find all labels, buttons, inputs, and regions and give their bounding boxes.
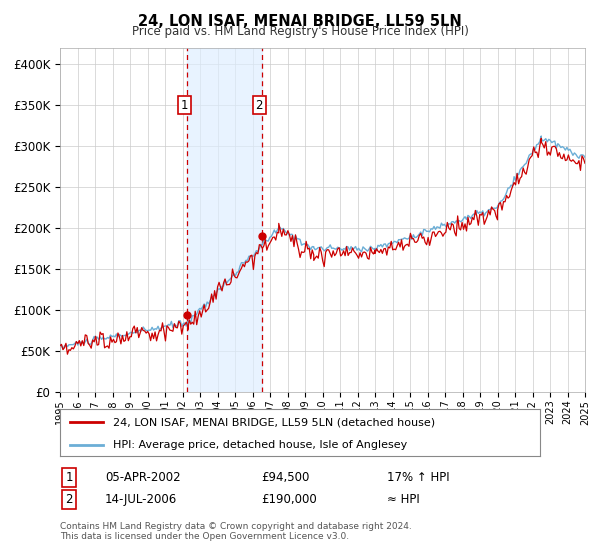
Text: HPI: Average price, detached house, Isle of Anglesey: HPI: Average price, detached house, Isle…: [113, 440, 407, 450]
Text: 24, LON ISAF, MENAI BRIDGE, LL59 5LN (detached house): 24, LON ISAF, MENAI BRIDGE, LL59 5LN (de…: [113, 417, 435, 427]
Text: Price paid vs. HM Land Registry's House Price Index (HPI): Price paid vs. HM Land Registry's House …: [131, 25, 469, 38]
Text: 1: 1: [65, 470, 73, 484]
Text: Contains HM Land Registry data © Crown copyright and database right 2024.: Contains HM Land Registry data © Crown c…: [60, 522, 412, 531]
Text: £190,000: £190,000: [261, 493, 317, 506]
Text: £94,500: £94,500: [261, 470, 310, 484]
Text: This data is licensed under the Open Government Licence v3.0.: This data is licensed under the Open Gov…: [60, 532, 349, 541]
Text: 2: 2: [256, 99, 263, 111]
Text: 24, LON ISAF, MENAI BRIDGE, LL59 5LN: 24, LON ISAF, MENAI BRIDGE, LL59 5LN: [138, 14, 462, 29]
Text: 1: 1: [181, 99, 188, 111]
Text: 05-APR-2002: 05-APR-2002: [105, 470, 181, 484]
Bar: [187, 48, 262, 392]
Text: ≈ HPI: ≈ HPI: [387, 493, 420, 506]
Text: 14-JUL-2006: 14-JUL-2006: [105, 493, 177, 506]
Text: 17% ↑ HPI: 17% ↑ HPI: [387, 470, 449, 484]
Text: 2: 2: [65, 493, 73, 506]
